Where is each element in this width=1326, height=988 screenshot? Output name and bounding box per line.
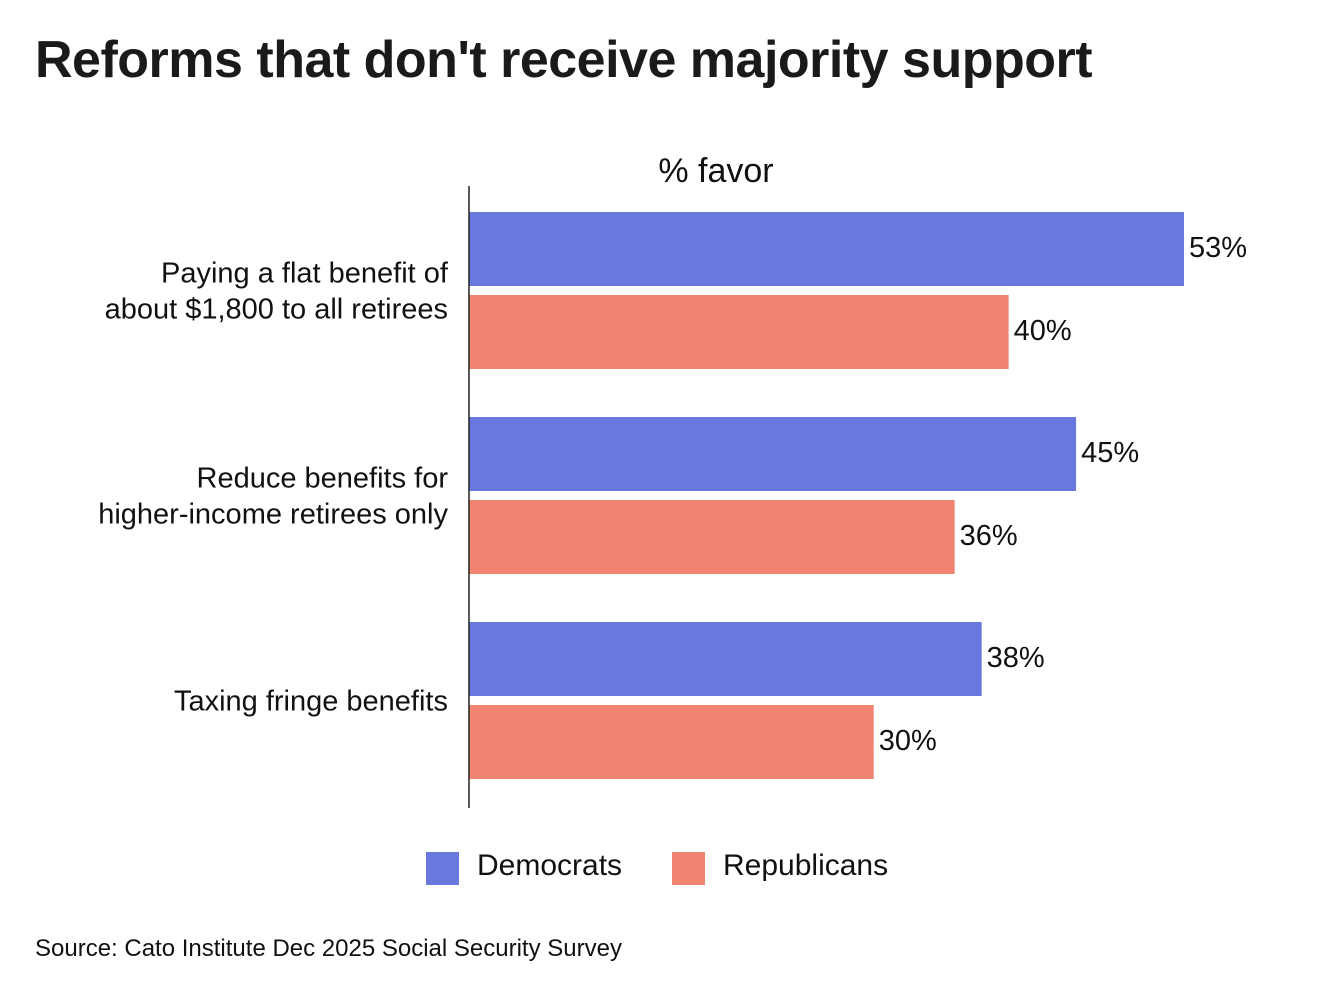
bar-democrats — [469, 212, 1184, 286]
legend-label-republicans: Republicans — [723, 849, 888, 882]
legend-swatch-republicans — [672, 852, 705, 885]
category-label: about $1,800 to all retirees — [105, 294, 448, 326]
legend-swatch-democrats — [426, 852, 459, 885]
legend-label-democrats: Democrats — [477, 849, 622, 882]
source-note: Source: Cato Institute Dec 2025 Social S… — [35, 935, 622, 962]
bar-republicans — [469, 705, 874, 779]
bar-democrats — [469, 417, 1077, 491]
bar-republicans — [469, 295, 1009, 369]
x-axis-label: % favor — [658, 152, 773, 190]
chart-title: Reforms that don't receive majority supp… — [35, 31, 1093, 89]
data-label: 40% — [1014, 315, 1072, 347]
data-label: 53% — [1189, 232, 1247, 264]
data-label: 30% — [879, 725, 937, 757]
category-label: Paying a flat benefit of — [161, 258, 449, 290]
data-label: 38% — [987, 642, 1045, 674]
bar-democrats — [469, 622, 982, 696]
bar-republicans — [469, 500, 955, 574]
category-label: Taxing fringe benefits — [174, 686, 448, 718]
category-label: Reduce benefits for — [197, 463, 449, 495]
category-label: higher-income retirees only — [98, 499, 448, 531]
data-label: 45% — [1081, 437, 1139, 469]
data-label: 36% — [960, 520, 1018, 552]
